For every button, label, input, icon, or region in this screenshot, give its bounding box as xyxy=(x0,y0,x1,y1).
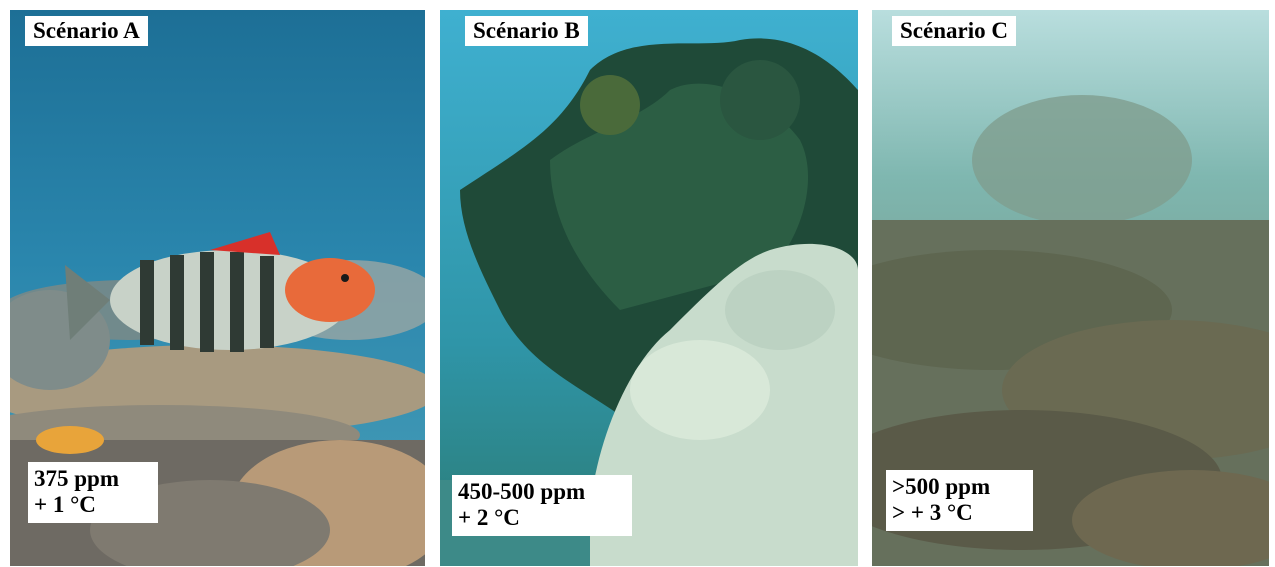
scenario-c-temperature: > + 3 °C xyxy=(892,500,973,526)
scenario-a-temperature: + 1 °C xyxy=(34,492,96,518)
scenario-b-temperature: + 2 °C xyxy=(458,505,520,531)
scenario-b-co2: 450-500 ppm xyxy=(458,479,586,504)
scenario-c-title: Scénario C xyxy=(892,16,1016,47)
scenario-b-photo: Scénario B 450-500 ppm + 2 °C xyxy=(440,10,858,566)
scenario-a-title: Scénario A xyxy=(25,16,148,47)
scenario-b-title: Scénario B xyxy=(465,16,588,47)
scenario-a-photo: Scénario A 375 ppm + 1 °C xyxy=(10,10,425,566)
scenario-a-co2: 375 ppm xyxy=(34,466,119,491)
scenario-b-values: 450-500 ppm + 2 °C xyxy=(452,475,632,536)
degraded-reef-image xyxy=(872,10,1269,566)
scenario-c-values: >500 ppm > + 3 °C xyxy=(886,470,1033,531)
scenario-c-co2: >500 ppm xyxy=(892,474,991,499)
scenario-c-photo: Scénario C >500 ppm > + 3 °C xyxy=(872,10,1269,566)
scenario-a-values: 375 ppm + 1 °C xyxy=(28,462,158,523)
bleaching-reef-image xyxy=(440,10,858,566)
